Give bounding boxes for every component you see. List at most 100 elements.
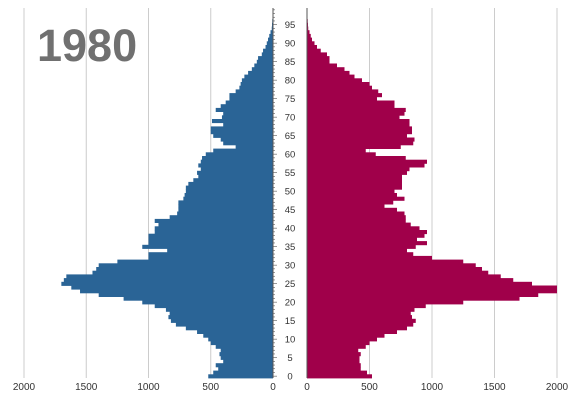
left-x-tick-label: 2000 bbox=[13, 382, 36, 393]
age-tick-label: 95 bbox=[285, 20, 296, 31]
left-bar bbox=[71, 286, 273, 290]
left-bar bbox=[124, 297, 273, 301]
right-bar bbox=[307, 323, 413, 327]
age-tick-label: 60 bbox=[285, 150, 296, 161]
right-bar bbox=[307, 267, 482, 271]
right-bar bbox=[307, 271, 488, 275]
right-bar bbox=[307, 197, 405, 201]
right-bar bbox=[307, 337, 377, 341]
right-bar bbox=[307, 311, 411, 315]
right-bar bbox=[307, 308, 415, 312]
left-bar bbox=[198, 163, 273, 167]
right-bar bbox=[307, 260, 463, 264]
right-bar bbox=[307, 374, 372, 378]
right-bar bbox=[307, 223, 411, 227]
left-bar bbox=[66, 274, 273, 278]
right-bar bbox=[307, 282, 532, 286]
left-bar bbox=[96, 267, 273, 271]
age-tick-label: 30 bbox=[285, 261, 296, 272]
right-bar bbox=[307, 152, 376, 156]
right-bar bbox=[307, 215, 406, 219]
age-tick-label: 5 bbox=[287, 353, 292, 364]
left-bar bbox=[242, 78, 273, 82]
left-bar bbox=[188, 182, 273, 186]
left-x-tick-label: 1000 bbox=[137, 382, 160, 393]
right-x-tick-label: 1500 bbox=[483, 382, 506, 393]
left-bar bbox=[149, 256, 274, 260]
right-bar bbox=[307, 289, 557, 293]
right-bar bbox=[307, 86, 372, 90]
left-bar bbox=[186, 326, 273, 330]
right-bar bbox=[307, 326, 407, 330]
left-bar bbox=[197, 330, 273, 334]
left-bar bbox=[221, 348, 273, 352]
left-bar bbox=[266, 45, 273, 49]
age-tick-label: 45 bbox=[285, 205, 296, 216]
left-bar bbox=[186, 189, 273, 193]
right-bar bbox=[307, 108, 406, 112]
left-bar bbox=[201, 160, 273, 164]
left-bar bbox=[155, 226, 273, 230]
left-bar bbox=[211, 341, 273, 345]
left-bar bbox=[155, 230, 273, 234]
right-x-tick-label: 0 bbox=[304, 382, 310, 393]
right-bar bbox=[307, 141, 413, 145]
left-bar bbox=[206, 152, 273, 156]
left-bar bbox=[99, 293, 273, 297]
right-bar bbox=[307, 60, 330, 64]
left-bar bbox=[213, 149, 273, 153]
right-bar bbox=[307, 41, 315, 45]
age-tick-label: 85 bbox=[285, 57, 296, 68]
left-bar bbox=[212, 119, 273, 123]
right-bar bbox=[307, 178, 402, 182]
left-bar bbox=[155, 219, 273, 223]
left-bar bbox=[268, 38, 273, 42]
left-bar bbox=[178, 200, 273, 204]
left-bar bbox=[221, 356, 273, 360]
right-bar bbox=[307, 334, 385, 338]
right-bar bbox=[307, 348, 358, 352]
left-bar bbox=[198, 175, 273, 179]
left-bar bbox=[258, 56, 273, 60]
left-bar bbox=[222, 115, 273, 119]
right-bar bbox=[307, 64, 337, 68]
left-bar bbox=[257, 60, 273, 64]
right-bar bbox=[307, 352, 361, 356]
right-bar bbox=[307, 186, 402, 190]
right-x-tick-label: 1000 bbox=[421, 382, 444, 393]
left-bar bbox=[64, 278, 273, 282]
left-bar bbox=[183, 197, 273, 201]
age-tick-label: 10 bbox=[285, 335, 296, 346]
age-tick-label: 90 bbox=[285, 39, 296, 50]
left-bar bbox=[216, 108, 273, 112]
right-bar bbox=[307, 112, 405, 116]
left-bar bbox=[168, 315, 273, 319]
right-bar bbox=[307, 245, 416, 249]
left-bar bbox=[223, 360, 273, 364]
right-bar bbox=[307, 219, 406, 223]
right-bar bbox=[307, 249, 407, 253]
age-tick-label: 35 bbox=[285, 242, 296, 253]
left-bar bbox=[170, 215, 273, 219]
left-bar bbox=[202, 156, 273, 160]
left-bar bbox=[236, 89, 273, 93]
left-bar bbox=[149, 252, 274, 256]
year-label: 1980 bbox=[37, 20, 137, 72]
right-bar bbox=[307, 237, 417, 241]
right-bar bbox=[307, 241, 427, 245]
left-bar bbox=[229, 93, 273, 97]
left-bar bbox=[158, 223, 273, 227]
left-bar bbox=[252, 67, 273, 71]
age-tick-label: 75 bbox=[285, 94, 296, 105]
right-bar bbox=[307, 56, 330, 60]
left-bar bbox=[80, 289, 273, 293]
right-bar bbox=[307, 126, 412, 130]
left-bar bbox=[171, 319, 273, 323]
age-tick-label: 50 bbox=[285, 187, 296, 198]
right-bar bbox=[307, 315, 412, 319]
right-bar bbox=[307, 304, 426, 308]
left-x-tick-label: 1500 bbox=[75, 382, 98, 393]
right-bar bbox=[307, 360, 360, 364]
right-bar bbox=[307, 286, 557, 290]
left-bar bbox=[186, 186, 273, 190]
